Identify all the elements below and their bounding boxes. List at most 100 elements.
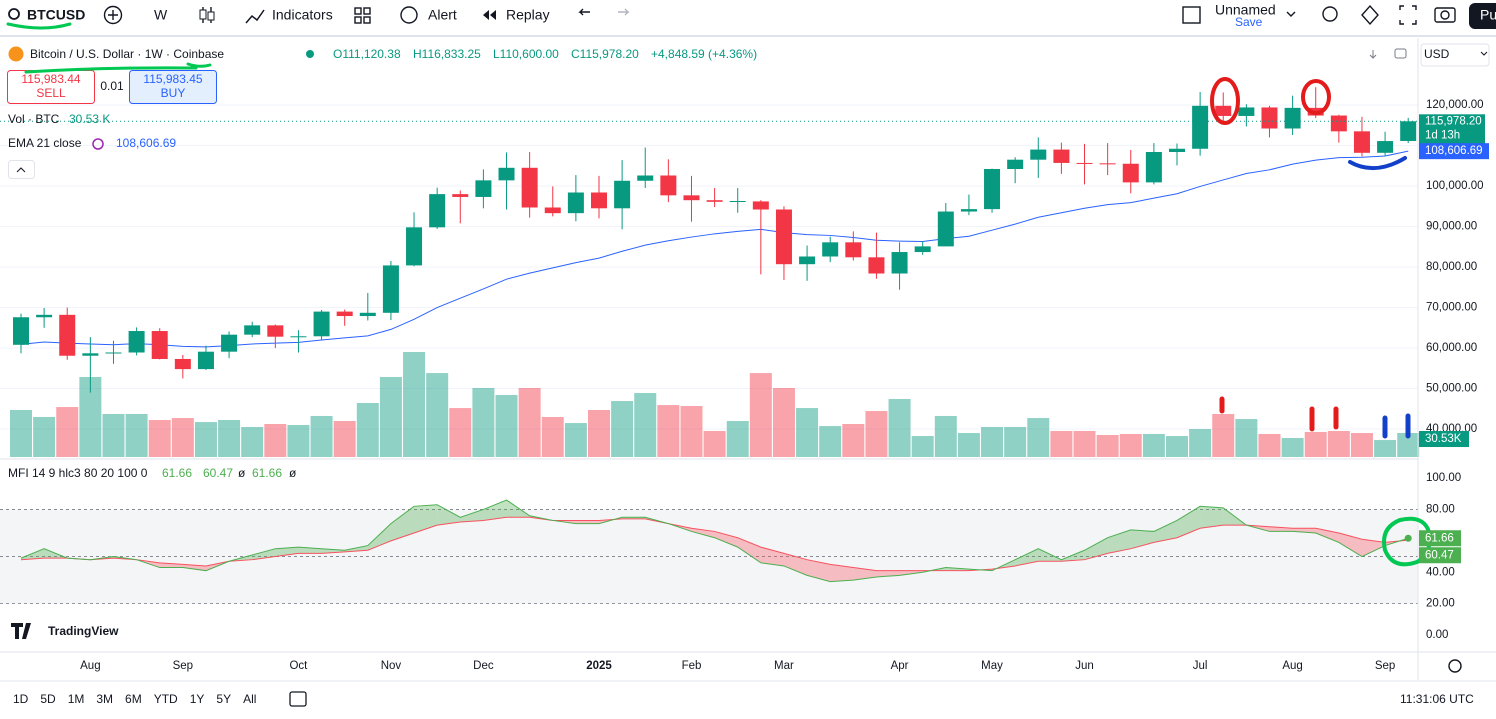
replay-button[interactable]: Replay xyxy=(506,7,550,23)
candle-body xyxy=(1353,131,1370,153)
layout-name[interactable]: Unnamed xyxy=(1215,2,1276,18)
candle-body xyxy=(1377,141,1394,153)
candle-body xyxy=(660,175,677,196)
indicators-button[interactable]: Indicators xyxy=(272,7,333,23)
range-button[interactable]: 1D xyxy=(13,692,29,706)
x-tick-label: Oct xyxy=(289,660,308,672)
mfi-legend: MFI 14 9 hlc3 80 20 100 0 xyxy=(8,466,148,480)
quick-search[interactable] xyxy=(1322,6,1338,22)
fullscreen-button[interactable] xyxy=(1399,5,1417,25)
layout-save[interactable]: Save xyxy=(1235,15,1263,29)
x-tick-label: Aug xyxy=(1282,660,1302,672)
mfi-fill xyxy=(691,528,715,538)
volume-bar xyxy=(749,373,772,457)
mfi-legend-value: 61.66 xyxy=(162,466,192,480)
volume-bar xyxy=(403,352,426,457)
annotation xyxy=(24,62,212,74)
volume-bar xyxy=(449,408,472,457)
candle-body xyxy=(544,207,561,214)
ema-icon xyxy=(92,138,104,150)
candle-body xyxy=(1284,107,1301,129)
mfi-legend-value: 61.66 xyxy=(252,466,282,480)
layout-menu[interactable] xyxy=(1286,11,1296,17)
range-button[interactable]: 6M xyxy=(125,692,142,706)
volume-bar xyxy=(241,426,264,457)
candle-body xyxy=(128,331,145,353)
volume-bar xyxy=(125,414,148,457)
compare-button[interactable] xyxy=(103,5,123,25)
plot-area: 120,000.00110,000.00100,000.0090,000.008… xyxy=(0,87,1484,672)
undo-button[interactable] xyxy=(578,8,590,16)
currency-button[interactable] xyxy=(1420,43,1490,67)
candle-body xyxy=(845,242,862,258)
candle-body xyxy=(521,167,538,208)
x-tick-label: Mar xyxy=(774,660,794,672)
range-button[interactable]: All xyxy=(243,692,256,706)
mfi-fill xyxy=(1107,529,1131,554)
mfi-fill xyxy=(1015,548,1039,566)
snapshot-button[interactable] xyxy=(1434,7,1456,23)
mfi-tick-label: 80.00 xyxy=(1426,503,1455,515)
candle-body xyxy=(752,201,769,210)
volume-bar xyxy=(194,422,217,457)
volume-bar xyxy=(981,426,1004,457)
candle-body xyxy=(1122,163,1139,183)
range-button[interactable]: 1M xyxy=(68,692,85,706)
settings-button[interactable] xyxy=(1361,4,1379,26)
candle-body xyxy=(567,192,584,214)
candle-body xyxy=(914,246,931,253)
candle-body xyxy=(637,175,654,181)
sell-label: SELL xyxy=(36,86,66,100)
layout-icon xyxy=(1182,6,1201,24)
range-button[interactable]: 1Y xyxy=(190,692,205,706)
volume-bar xyxy=(333,421,356,457)
mfi-line xyxy=(20,499,1409,583)
range-button[interactable]: YTD xyxy=(154,692,178,706)
redo-button[interactable] xyxy=(618,8,630,16)
date-range-button[interactable] xyxy=(289,691,307,707)
volume-bar xyxy=(726,421,749,457)
candle-body xyxy=(1215,105,1232,116)
candle-body xyxy=(614,180,631,209)
candle-body xyxy=(799,256,816,265)
candle-body xyxy=(822,242,839,257)
ema-tag xyxy=(1419,143,1489,160)
symbol-search[interactable]: BTCUSD xyxy=(27,7,85,23)
x-tick-label: Aug xyxy=(80,660,100,672)
mfi-last-dot xyxy=(1404,534,1412,542)
volume-bar xyxy=(888,398,911,457)
interval-button[interactable]: W xyxy=(154,7,168,23)
candle-body xyxy=(1076,162,1093,164)
maximize-button[interactable] xyxy=(1394,48,1407,59)
mfi-fill xyxy=(1153,520,1177,543)
volume-bar xyxy=(1050,430,1073,457)
range-button[interactable]: 5Y xyxy=(216,692,231,706)
search-icon[interactable] xyxy=(8,8,20,20)
candle-body xyxy=(591,192,607,209)
collapse-legend[interactable] xyxy=(8,160,35,179)
buy-button[interactable] xyxy=(129,70,217,104)
alert-button[interactable]: Alert xyxy=(428,7,457,23)
publish-button[interactable] xyxy=(1469,3,1496,29)
templates-button[interactable] xyxy=(354,7,371,24)
annotation xyxy=(1219,396,1339,432)
scroll-button[interactable] xyxy=(1369,50,1377,59)
range-button[interactable]: 3M xyxy=(96,692,113,706)
y-tick-label: 60,000.00 xyxy=(1426,342,1477,354)
x-tick-label: Sep xyxy=(173,660,193,672)
mfi-fill xyxy=(390,506,415,541)
mfi-fill xyxy=(737,537,761,563)
last-price-tag xyxy=(1419,114,1485,145)
volume-bar xyxy=(1119,433,1142,457)
indicators-icon xyxy=(245,9,265,24)
mfi-fill xyxy=(760,547,784,566)
symbol-logo xyxy=(8,46,24,62)
range-bar: 1D 5D 1M 3M 6M YTD 1Y 5Y All xyxy=(13,692,256,706)
axis-settings[interactable] xyxy=(1448,659,1462,673)
mfi-fill xyxy=(159,562,183,568)
volume-bar xyxy=(1004,426,1027,457)
mfi-tick-label: 20.00 xyxy=(1426,598,1455,610)
range-button[interactable]: 5D xyxy=(40,692,56,706)
ema-tag-label: 108,606.69 xyxy=(1425,145,1483,157)
spread: 0.01 xyxy=(100,79,124,93)
